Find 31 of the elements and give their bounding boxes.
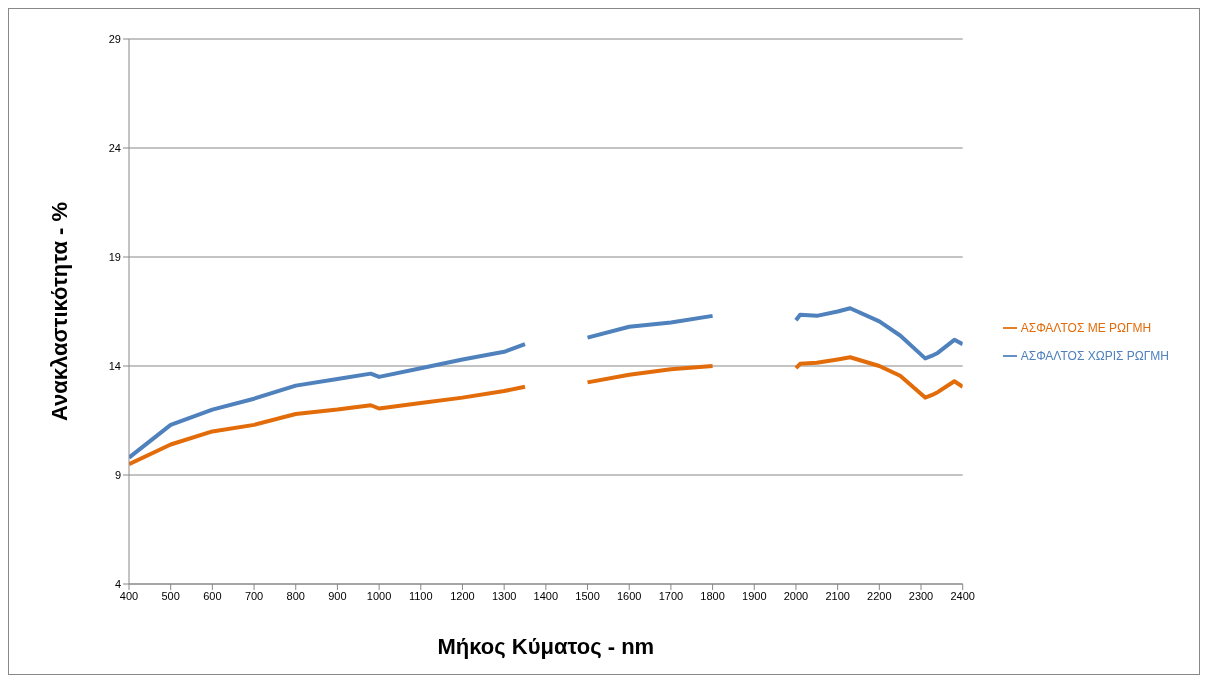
x-tick-label: 2400 — [950, 589, 975, 602]
x-tick-label: 800 — [286, 589, 305, 602]
y-tick-label: 14 — [108, 359, 121, 372]
y-tick-label: 9 — [114, 468, 121, 481]
x-tick-label: 2100 — [825, 589, 850, 602]
y-tick-label: 29 — [108, 32, 121, 45]
x-tick-label: 1700 — [658, 589, 684, 602]
y-tick-label: 24 — [108, 141, 121, 154]
x-tick-label: 1200 — [450, 589, 475, 602]
legend-label: ΑΣΦΑΛΤΟΣ ΧΩΡΙΣ ΡΩΓΜΗ — [1020, 348, 1169, 363]
x-tick-label: 1800 — [700, 589, 725, 602]
x-axis-title: Μήκος Κύματος - nm — [437, 634, 655, 659]
x-tick-label: 2300 — [908, 589, 934, 602]
x-tick-label: 400 — [119, 589, 139, 602]
x-tick-label: 600 — [203, 589, 222, 602]
x-tick-label: 1000 — [366, 589, 392, 602]
x-tick-label: 2200 — [867, 589, 892, 602]
x-tick-label: 1900 — [742, 589, 767, 602]
x-tick-label: 1300 — [491, 589, 517, 602]
y-axis-title: Ανακλαστικότητα - % — [46, 201, 72, 422]
x-tick-label: 1500 — [575, 589, 600, 602]
x-tick-label: 900 — [328, 589, 347, 602]
legend-label: ΑΣΦΑΛΤΟΣ ΜΕ ΡΩΓΜΗ — [1020, 320, 1152, 335]
x-tick-label: 1600 — [616, 589, 642, 602]
x-tick-label: 700 — [244, 589, 264, 602]
x-tick-label: 1100 — [408, 589, 433, 602]
x-tick-label: 1400 — [533, 589, 559, 602]
x-tick-label: 500 — [161, 589, 180, 602]
y-tick-label: 4 — [114, 577, 121, 590]
x-tick-label: 2000 — [783, 589, 809, 602]
y-tick-label: 19 — [108, 250, 121, 263]
